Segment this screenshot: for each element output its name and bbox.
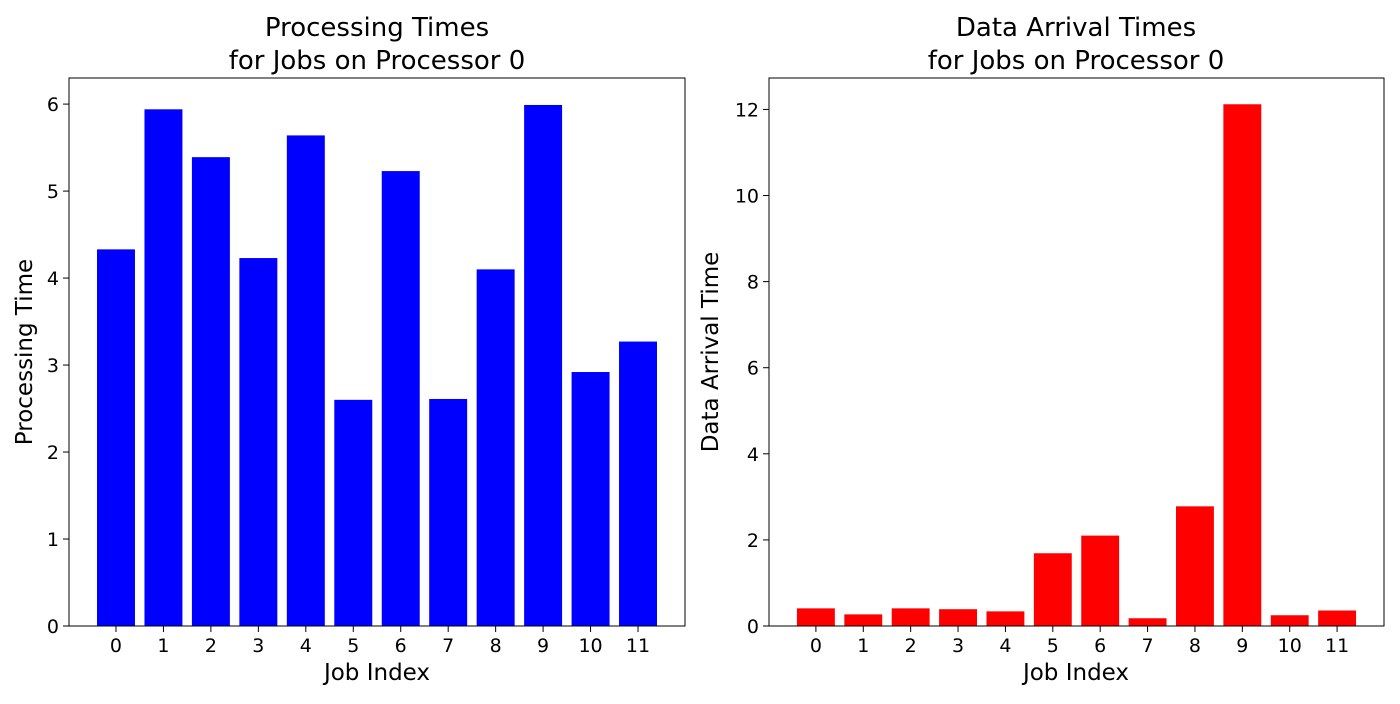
y-tick-label: 1 xyxy=(47,529,59,551)
x-tick-label: 11 xyxy=(626,635,650,657)
x-tick-label: 1 xyxy=(157,635,169,657)
bar-job-6 xyxy=(381,171,420,626)
bar-job-9 xyxy=(524,104,563,627)
x-tick-label: 2 xyxy=(905,635,917,657)
bar-job-1 xyxy=(844,614,883,626)
bars-group xyxy=(796,104,1357,626)
chart-title-line-1: Processing Times xyxy=(265,13,489,43)
processing-times-chart: Processing Times for Jobs on Processor 0… xyxy=(12,13,686,686)
x-ticks-group: 0 1 2 3 4 5 6 7 8 9 10 11 xyxy=(110,626,650,657)
y-ticks-group: 0 1 2 3 4 5 6 xyxy=(47,94,69,638)
chart-title-line-2: for Jobs on Processor 0 xyxy=(928,46,1225,76)
x-tick-label: 6 xyxy=(1094,635,1106,657)
bars-group xyxy=(97,104,657,627)
plot-frame xyxy=(768,77,1385,627)
chart-title-line-1: Data Arrival Times xyxy=(956,13,1196,43)
y-tick-label: 5 xyxy=(47,181,59,203)
x-tick-label: 4 xyxy=(300,635,312,657)
x-tick-label: 8 xyxy=(490,635,502,657)
bar-job-6 xyxy=(1081,535,1120,626)
x-tick-label: 7 xyxy=(1142,635,1154,657)
y-ticks-group: 0 2 4 6 8 10 12 xyxy=(735,99,769,638)
x-tick-label: 9 xyxy=(537,635,549,657)
x-tick-label: 11 xyxy=(1325,635,1349,657)
bar-job-2 xyxy=(891,608,930,626)
bar-job-11 xyxy=(619,341,657,626)
plot-frame xyxy=(68,77,686,627)
bar-job-0 xyxy=(97,249,135,627)
y-tick-label: 2 xyxy=(47,442,59,464)
x-tick-label: 6 xyxy=(395,635,407,657)
y-tick-label: 2 xyxy=(747,530,759,552)
bar-job-1 xyxy=(144,109,183,626)
bar-job-9 xyxy=(1223,104,1262,626)
y-tick-label: 0 xyxy=(747,616,759,638)
y-tick-label: 4 xyxy=(747,444,759,466)
bar-job-3 xyxy=(939,609,977,626)
x-tick-label: 3 xyxy=(952,635,964,657)
x-axis-label: Job Index xyxy=(1021,660,1129,686)
y-tick-label: 6 xyxy=(47,94,59,116)
y-tick-label: 8 xyxy=(747,272,759,294)
x-tick-label: 0 xyxy=(110,635,122,657)
x-tick-label: 2 xyxy=(205,635,217,657)
bar-job-11 xyxy=(1318,610,1357,626)
bar-job-5 xyxy=(1033,553,1072,626)
y-tick-label: 3 xyxy=(47,355,59,377)
bar-job-3 xyxy=(239,258,278,626)
x-tick-label: 5 xyxy=(1047,635,1059,657)
bar-job-10 xyxy=(1270,615,1309,626)
bar-job-4 xyxy=(986,611,1025,626)
bar-job-10 xyxy=(571,372,610,626)
x-tick-label: 10 xyxy=(578,635,602,657)
bar-job-8 xyxy=(1176,506,1214,626)
x-tick-label: 1 xyxy=(857,635,869,657)
bar-job-7 xyxy=(429,398,468,626)
data-arrival-times-chart: Data Arrival Times for Jobs on Processor… xyxy=(698,13,1385,686)
x-tick-label: 4 xyxy=(999,635,1011,657)
bar-job-2 xyxy=(191,157,230,626)
x-tick-label: 10 xyxy=(1278,635,1302,657)
x-tick-label: 8 xyxy=(1189,635,1201,657)
x-axis-label: Job Index xyxy=(322,660,430,686)
y-tick-label: 6 xyxy=(747,358,759,380)
x-tick-label: 3 xyxy=(252,635,264,657)
y-tick-label: 0 xyxy=(47,616,59,638)
y-axis-label: Data Arrival Time xyxy=(698,252,724,453)
x-tick-label: 0 xyxy=(810,635,822,657)
chart-title-line-2: for Jobs on Processor 0 xyxy=(229,46,526,76)
bar-job-7 xyxy=(1128,618,1167,626)
x-tick-label: 5 xyxy=(347,635,359,657)
y-tick-label: 4 xyxy=(47,268,59,290)
bar-job-0 xyxy=(796,608,835,626)
x-ticks-group: 0 1 2 3 4 5 6 7 8 9 10 11 xyxy=(810,626,1349,657)
x-tick-label: 9 xyxy=(1236,635,1248,657)
bar-job-8 xyxy=(476,269,515,626)
y-axis-label: Processing Time xyxy=(12,259,38,445)
bar-job-4 xyxy=(286,135,325,626)
y-tick-label: 10 xyxy=(735,186,759,208)
y-tick-label: 12 xyxy=(735,99,759,121)
bar-job-5 xyxy=(334,399,373,626)
x-tick-label: 7 xyxy=(442,635,454,657)
